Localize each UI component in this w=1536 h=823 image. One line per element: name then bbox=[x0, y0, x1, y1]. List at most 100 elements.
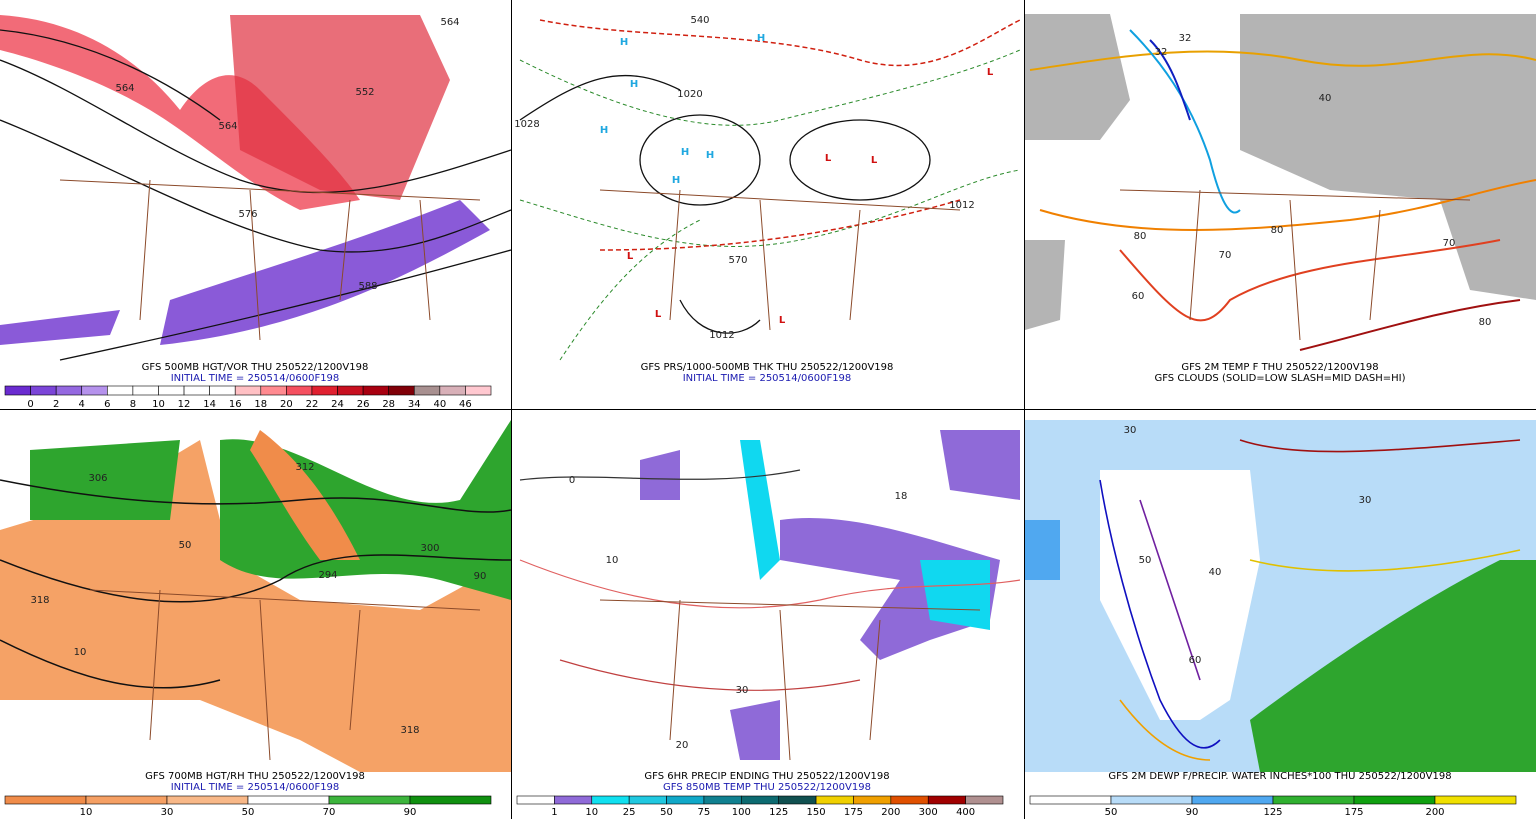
map-label: 306 bbox=[88, 473, 107, 484]
colorbar-box bbox=[965, 795, 1004, 805]
colorbar-box bbox=[311, 385, 338, 396]
colorbar-box bbox=[328, 795, 411, 805]
map-label: 70 bbox=[1443, 238, 1456, 249]
colorbar-label: 46 bbox=[459, 399, 472, 410]
precip-area bbox=[740, 440, 780, 580]
vorticity-area bbox=[160, 200, 490, 345]
map-label: 50 bbox=[1139, 555, 1152, 566]
map-label: 80 bbox=[1134, 231, 1147, 242]
colorbar-label: 70 bbox=[323, 807, 336, 818]
colorbar-label: 50 bbox=[242, 807, 255, 818]
colorbar-label: 400 bbox=[956, 807, 975, 818]
colorbar-label: 90 bbox=[404, 807, 417, 818]
colorbar-label: 1 bbox=[551, 807, 557, 818]
colorbar-label: 40 bbox=[433, 399, 446, 410]
colorbar-box bbox=[107, 385, 134, 396]
colorbar-label: 50 bbox=[660, 807, 673, 818]
colorbar-box bbox=[703, 795, 742, 805]
map-label: L bbox=[779, 315, 786, 326]
caption: GFS CLOUDS (SOLID=LOW SLASH=MID DASH=HI) bbox=[1154, 373, 1405, 384]
map-label: L bbox=[987, 67, 994, 78]
colorbar-box bbox=[388, 385, 415, 396]
colorbar-label: 26 bbox=[357, 399, 370, 410]
colorbar-label: 10 bbox=[152, 399, 165, 410]
precip-area bbox=[920, 560, 990, 630]
colorbar-label: 125 bbox=[769, 807, 788, 818]
colorbar-box bbox=[286, 385, 313, 396]
vorticity-area bbox=[230, 15, 450, 200]
colorbar-box bbox=[247, 795, 330, 805]
map-label: 40 bbox=[1319, 93, 1332, 104]
rh-low bbox=[250, 430, 360, 560]
map-label: 318 bbox=[400, 725, 419, 736]
colorbar-label: 75 bbox=[698, 807, 711, 818]
cloud-area bbox=[1025, 14, 1130, 140]
colorbar-box bbox=[516, 795, 555, 805]
borders bbox=[1119, 189, 1471, 341]
colorbar-box bbox=[741, 795, 779, 805]
caption: GFS 700MB HGT/RH THU 250522/1200V198 bbox=[145, 771, 365, 782]
colorbar-box bbox=[158, 385, 185, 396]
colorbar-box bbox=[1191, 795, 1274, 805]
thickness-contours bbox=[519, 49, 1021, 361]
map-label: 300 bbox=[420, 543, 439, 554]
borders bbox=[59, 179, 481, 341]
height-contours bbox=[0, 29, 512, 361]
colorbar-label: 0 bbox=[27, 399, 33, 410]
colorbar-label: 18 bbox=[254, 399, 267, 410]
colorbar-label: 8 bbox=[130, 399, 136, 410]
colorbar-label: 34 bbox=[408, 399, 421, 410]
caption: GFS 2M TEMP F THU 250522/1200V198 bbox=[1181, 362, 1378, 373]
cloud-area bbox=[1240, 14, 1536, 300]
map-label: L bbox=[655, 309, 662, 320]
pw-mid bbox=[1025, 520, 1060, 580]
caption: INITIAL TIME = 250514/0600F198 bbox=[171, 373, 340, 384]
colorbar-box bbox=[554, 795, 593, 805]
map-label: 60 bbox=[1189, 655, 1202, 666]
pw-low bbox=[1100, 470, 1260, 720]
map-label: 70 bbox=[1219, 250, 1232, 261]
map-label: 80 bbox=[1271, 225, 1284, 236]
map-label: 312 bbox=[295, 462, 314, 473]
map-label: 318 bbox=[30, 595, 49, 606]
colorbar-box bbox=[30, 385, 57, 396]
map-label: 588 bbox=[358, 281, 377, 292]
temp-contours bbox=[519, 469, 1021, 691]
colorbar-box bbox=[132, 385, 159, 396]
colorbar-box bbox=[4, 795, 87, 805]
colorbar-label: 10 bbox=[80, 807, 93, 818]
map-label: H bbox=[681, 147, 689, 158]
map-label: 294 bbox=[318, 570, 337, 581]
colorbar-box bbox=[778, 795, 817, 805]
map-label: H bbox=[757, 33, 765, 44]
colorbar-label: 28 bbox=[382, 399, 395, 410]
borders bbox=[599, 189, 961, 331]
precip-area bbox=[780, 518, 1000, 660]
colorbar-box bbox=[209, 385, 236, 396]
colorbar-box bbox=[413, 385, 441, 396]
colorbar-box bbox=[439, 385, 466, 396]
dewpoint-contours bbox=[1099, 439, 1521, 761]
colorbar-label: 25 bbox=[623, 807, 636, 818]
colorbar-box bbox=[890, 795, 929, 805]
precip-area bbox=[940, 430, 1020, 500]
colorbar-box bbox=[183, 385, 210, 396]
colorbar-label: 175 bbox=[1344, 807, 1363, 818]
colorbar-box bbox=[1434, 795, 1517, 805]
map-label: 1028 bbox=[514, 119, 539, 130]
colorbar-box bbox=[927, 795, 966, 805]
height-contours bbox=[0, 479, 512, 689]
map-label: 552 bbox=[355, 87, 374, 98]
colorbar-box bbox=[362, 385, 389, 396]
map-label: L bbox=[627, 251, 634, 262]
map-label: 30 bbox=[1359, 495, 1372, 506]
borders bbox=[89, 589, 481, 761]
map-2 bbox=[512, 0, 1023, 362]
colorbar-label: 125 bbox=[1263, 807, 1282, 818]
colorbar-box bbox=[1029, 795, 1112, 805]
precip-area bbox=[640, 450, 680, 500]
map-label: 1020 bbox=[677, 89, 702, 100]
cloud-area bbox=[1025, 240, 1065, 330]
caption: GFS PRS/1000-500MB THK THU 250522/1200V1… bbox=[641, 362, 894, 373]
